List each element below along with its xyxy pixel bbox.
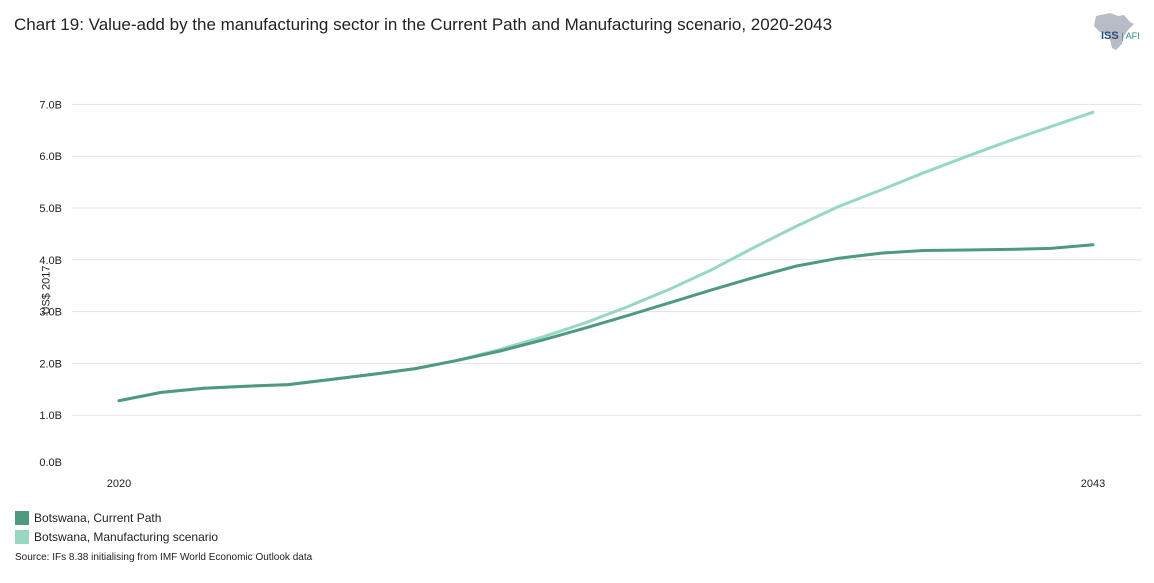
y-tick-label: 4.0B bbox=[39, 255, 62, 267]
africa-map-logo-icon bbox=[1094, 13, 1134, 50]
series-lines bbox=[117, 110, 1095, 403]
y-axis-ticks: 0.0B 1.0B 2.0B 3.0B 4.0B 5.0B 6.0B 7.0B bbox=[39, 99, 62, 469]
y-axis-label: US$ 2017 bbox=[40, 265, 53, 315]
y-tick-label: 5.0B bbox=[39, 203, 62, 215]
series-line-manufacturing-scenario bbox=[117, 110, 1095, 403]
x-tick-label: 2020 bbox=[107, 478, 131, 490]
y-tick-label: 3.0B bbox=[39, 307, 62, 319]
series-line-current-path bbox=[117, 243, 1095, 403]
iss-afi-logo: ISS | AFI bbox=[1101, 30, 1140, 42]
x-axis-ticks: 2020 2043 bbox=[107, 478, 1105, 490]
legend-item-manufacturing-scenario: Botswana, Manufacturing scenario bbox=[15, 527, 218, 546]
gridlines bbox=[72, 103, 1142, 416]
legend-label-current-path: Botswana, Current Path bbox=[34, 510, 162, 525]
source-note: Source: IFs 8.38 initialising from IMF W… bbox=[15, 552, 313, 563]
legend: Botswana, Current Path Botswana, Manufac… bbox=[15, 508, 218, 546]
y-tick-label: 6.0B bbox=[39, 151, 62, 163]
chart-title: Chart 19: Value-add by the manufacturing… bbox=[14, 15, 833, 34]
legend-swatch-manufacturing-scenario bbox=[15, 529, 29, 544]
legend-item-current-path: Botswana, Current Path bbox=[15, 508, 218, 527]
x-tick-label: 2043 bbox=[1081, 478, 1105, 490]
legend-swatch-current-path bbox=[15, 510, 29, 525]
y-tick-label: 7.0B bbox=[39, 99, 62, 111]
y-tick-label: 2.0B bbox=[39, 358, 62, 370]
y-tick-label: 1.0B bbox=[39, 410, 62, 422]
legend-label-manufacturing-scenario: Botswana, Manufacturing scenario bbox=[34, 529, 219, 544]
y-tick-label: 0.0B bbox=[39, 457, 62, 469]
